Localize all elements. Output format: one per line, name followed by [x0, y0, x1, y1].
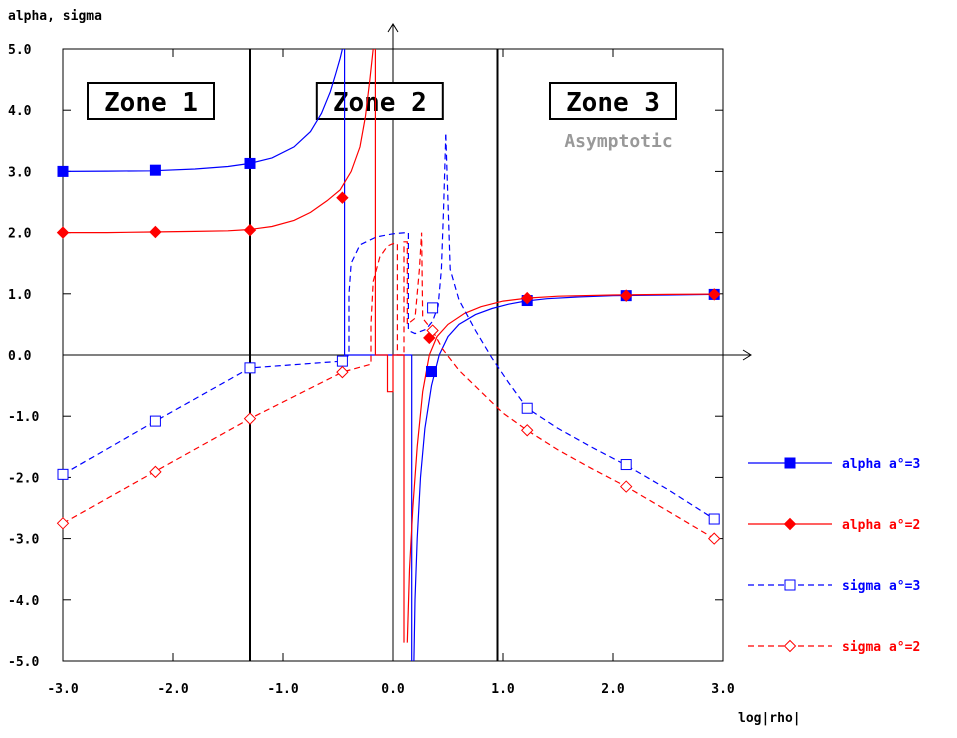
series-line-3	[63, 232, 434, 524]
zone-label: Zone 2	[333, 88, 427, 118]
x-tick-label: -1.0	[267, 682, 298, 697]
zone-label-box	[315, 82, 444, 120]
data-point-series-3	[56, 517, 70, 530]
x-tick-label: 0.0	[381, 682, 405, 697]
data-point-series-3	[426, 324, 439, 337]
series-line-2	[63, 134, 447, 475]
data-point-series-1	[149, 225, 162, 239]
zone-label-box	[87, 82, 215, 120]
legend-marker	[784, 457, 796, 469]
data-point-series-3	[619, 480, 633, 493]
y-tick-label: -2.0	[8, 471, 39, 486]
y-tick-label: 0.0	[8, 349, 32, 364]
x-axis-title: log|rho|	[738, 711, 801, 726]
legend-label: alpha a°=2	[842, 518, 920, 533]
legend-label: sigma a°=2	[842, 640, 920, 655]
data-point-series-3	[707, 532, 721, 545]
legend-marker	[784, 579, 796, 591]
ticks-layer: 5.0 4.0 3.0 2.0 1.0 0.0 -1.0 -2.0 -3.0 -4.0 -5.0 -3…	[8, 43, 735, 697]
data-point-series-3	[243, 412, 257, 425]
data-point-series-2	[708, 513, 720, 525]
y-tick-label: 5.0	[8, 43, 32, 58]
zones-layer: Zone 1 Zone 2 Zone 3 Asymptotic	[87, 49, 677, 661]
data-point-series-0	[149, 164, 161, 176]
data-point-series-1	[619, 289, 633, 302]
data-point-series-3	[149, 465, 162, 479]
x-tick-label: 1.0	[491, 682, 515, 697]
y-tick-label: 4.0	[8, 104, 32, 119]
legend-marker	[783, 517, 797, 531]
zone-label-box	[549, 82, 677, 120]
legend-layer: alpha a°=3 alpha a°=2 sigma a°=3 sigma a°=2	[748, 457, 920, 655]
y-tick-label: -3.0	[8, 533, 39, 548]
x-tick-label: -3.0	[47, 682, 78, 697]
y-tick-label: 3.0	[8, 165, 32, 180]
series-line-1	[63, 49, 374, 234]
data-point-series-0	[426, 366, 437, 378]
data-point-series-2	[244, 362, 256, 374]
y-axis-title: alpha, sigma	[8, 9, 102, 24]
markers-layer	[56, 157, 721, 545]
zone-label: Zone 1	[104, 88, 198, 118]
annotation-asymptotic: Asymptotic	[564, 131, 672, 152]
x-tick-label: 2.0	[601, 682, 625, 697]
x-tick-label: -2.0	[157, 682, 188, 697]
y-tick-label: -1.0	[8, 410, 39, 425]
data-point-series-2	[336, 355, 348, 367]
series-line-0	[413, 293, 713, 661]
series-line-0	[344, 49, 413, 661]
y-tick-label: -4.0	[8, 594, 39, 609]
data-point-series-2	[427, 302, 439, 314]
data-point-series-3	[520, 424, 534, 437]
y-axis-arrow	[387, 23, 399, 33]
x-tick-label: 3.0	[711, 682, 735, 697]
data-point-series-0	[244, 157, 256, 169]
data-point-series-1	[56, 226, 70, 239]
data-point-series-0	[57, 165, 69, 177]
data-point-series-1	[520, 291, 534, 305]
series-line-1	[374, 49, 405, 643]
series-line-3	[432, 330, 715, 540]
data-point-series-1	[336, 191, 349, 204]
legend-label: alpha a°=3	[842, 457, 920, 472]
zone-label: Zone 3	[566, 88, 660, 118]
x-axis-arrow	[742, 349, 752, 361]
data-point-series-2	[57, 468, 69, 480]
legend-label: sigma a°=3	[842, 579, 920, 594]
data-point-series-2	[521, 402, 533, 414]
series-line-2	[445, 134, 715, 520]
data-point-series-2	[149, 415, 161, 427]
y-tick-label: -5.0	[8, 655, 39, 670]
legend-marker	[783, 639, 797, 653]
y-tick-label: 1.0	[8, 288, 32, 303]
y-tick-label: 2.0	[8, 227, 32, 242]
data-point-series-1	[243, 223, 257, 237]
data-point-series-3	[336, 365, 349, 379]
data-point-series-1	[707, 288, 721, 301]
data-point-series-2	[620, 459, 632, 471]
series-line-1	[406, 293, 713, 643]
